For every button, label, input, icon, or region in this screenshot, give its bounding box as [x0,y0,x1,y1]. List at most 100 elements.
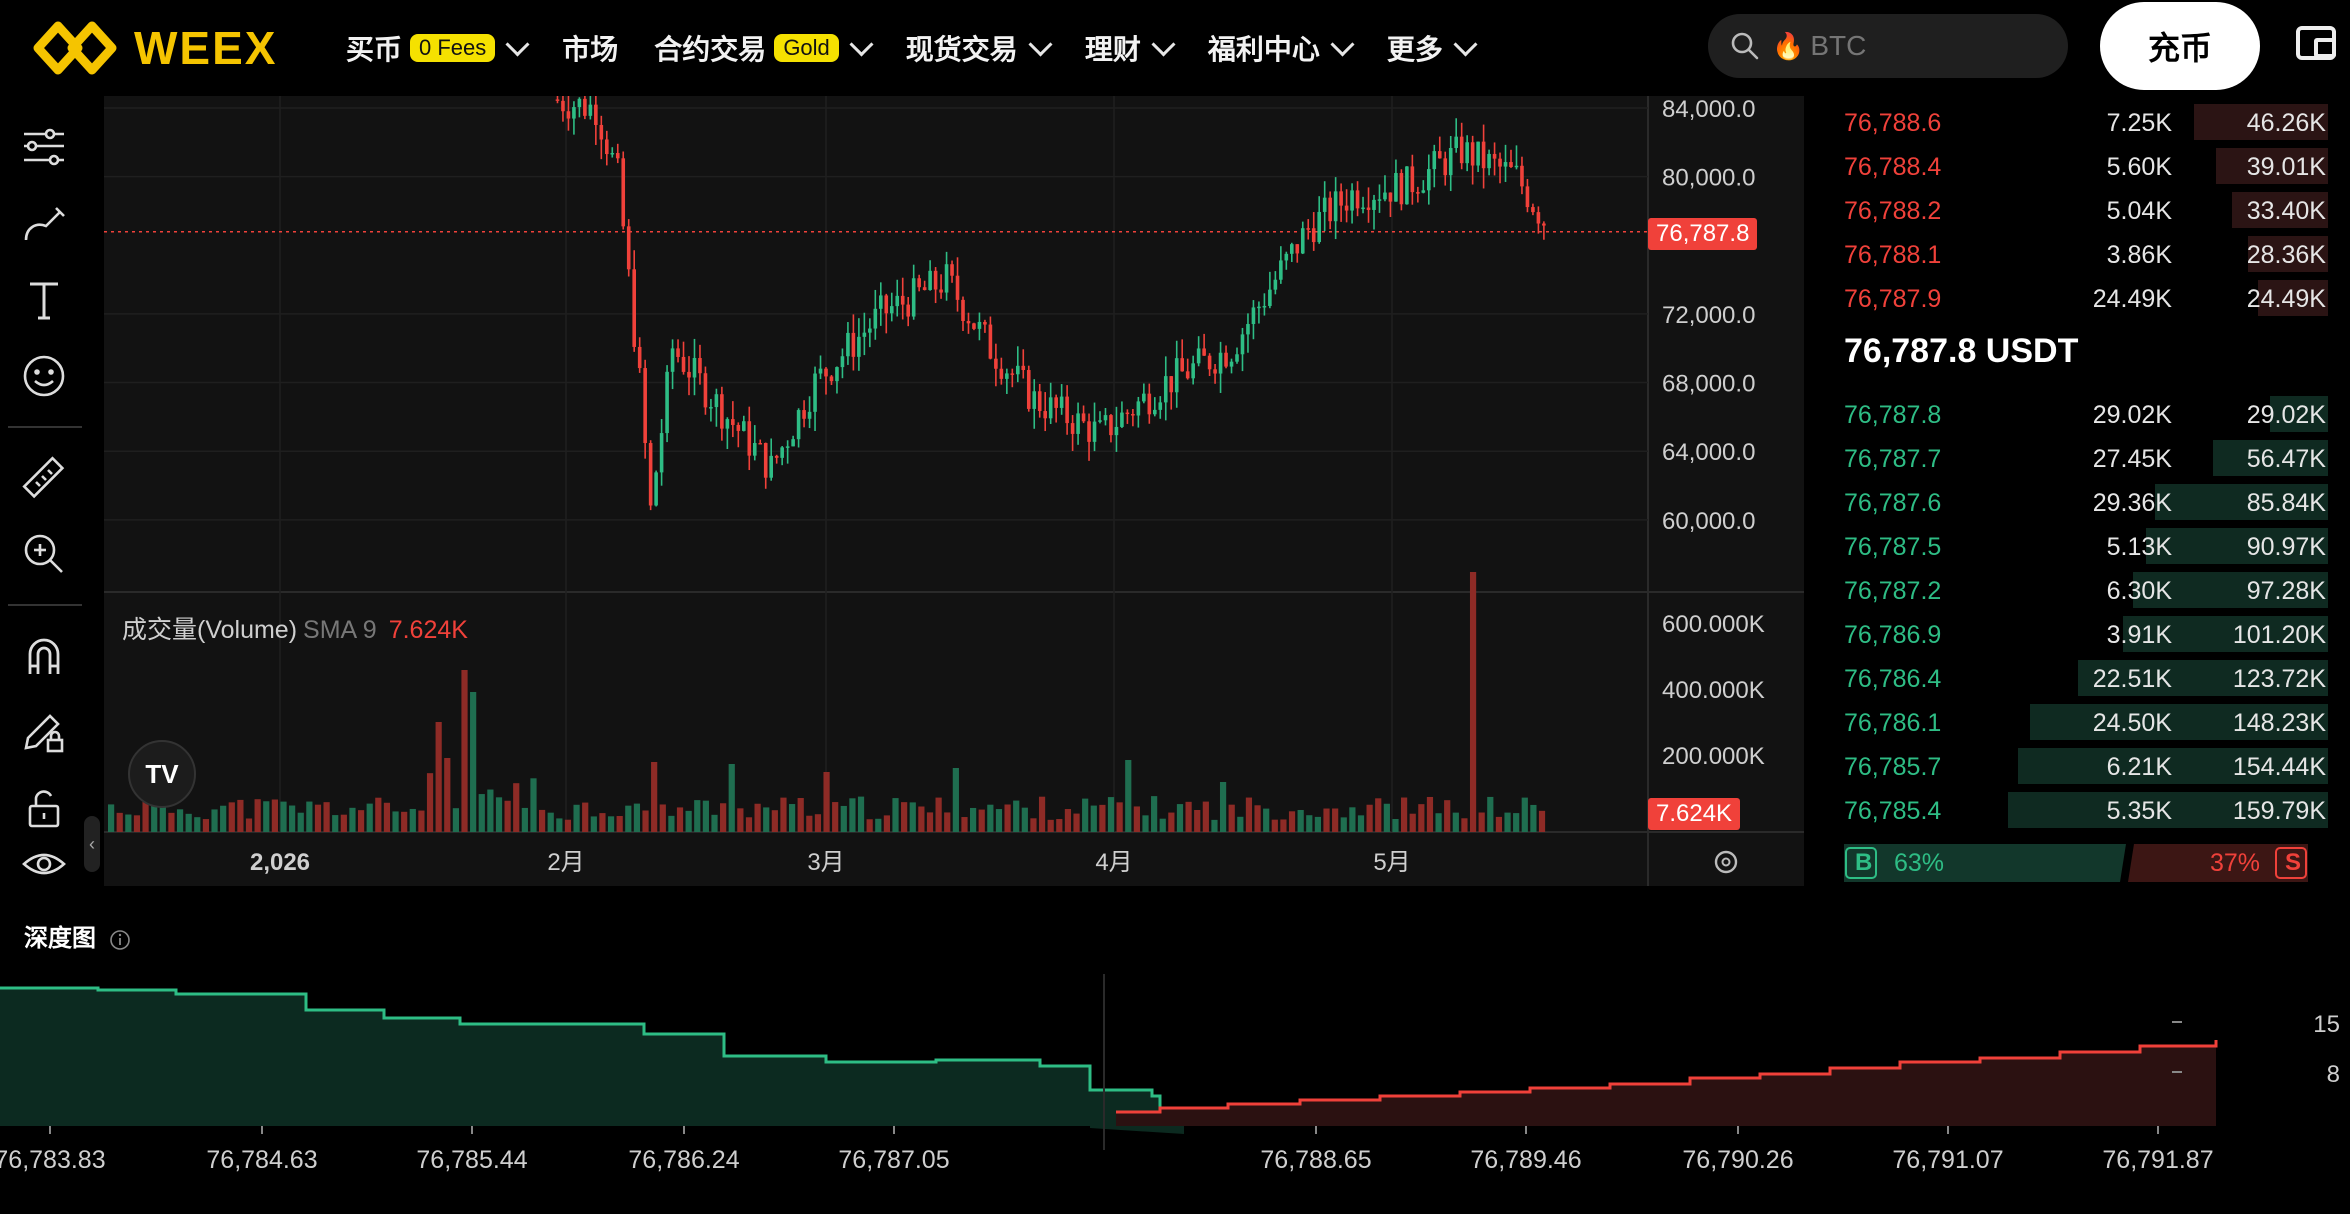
depth-bar [2232,192,2328,228]
nav-item-label: 理财 [1084,34,1141,65]
depth-bar [2078,660,2328,696]
nav-item-rewards[interactable]: 福利中心 [1208,28,1355,68]
trend-lines-icon[interactable] [14,118,74,178]
orderbook-row[interactable]: 76,788.2 5.04K 33.40K [1844,190,2328,230]
candle-body [1383,192,1387,200]
deposit-button[interactable]: 充币 [2100,2,2260,90]
depth-chart-canvas[interactable]: 15 8 76,783.83 76,784.63 76,785.44 76,786.24 7… [0,974,2350,1214]
orderbook-row[interactable]: 76,787.5 5.13K 90.97K [1844,526,2328,566]
candle-body [1142,393,1146,402]
row-price: 76,788.2 [1844,197,1942,225]
candle-body [1213,369,1217,374]
candle-body [769,455,773,478]
chevron-down-icon [1453,31,1478,57]
unlock-icon[interactable] [14,778,74,838]
orderbook-row[interactable]: 76,788.4 5.60K 39.01K [1844,146,2328,186]
candle-body [1136,401,1141,416]
row-total: 159.79K [2232,797,2326,825]
brush-icon[interactable] [14,194,74,254]
volume-bar [254,799,261,832]
volume-bar [1228,804,1235,832]
volume-bar [737,808,744,832]
candle-body [1279,260,1283,280]
price-axis-label: 72,000.0 [1662,302,1755,329]
candle-body [889,306,894,314]
orderbook-row[interactable]: 76,786.4 22.51K 123.72K [1844,658,2328,698]
nav-item-earn[interactable]: 理财 [1084,28,1176,68]
orderbook-row[interactable]: 76,787.8 29.02K 29.02K [1844,394,2328,434]
volume-bar [625,805,632,832]
row-total: 39.01K [2246,153,2326,181]
volume-bar [461,670,468,832]
row-total: 90.97K [2246,533,2326,561]
candle-body [840,356,845,368]
volume-bar [582,802,589,832]
orderbook-row[interactable]: 76,788.1 3.86K 28.36K [1844,234,2328,274]
nav-item-markets[interactable]: 市场 [562,28,618,68]
volume-bar [1219,782,1227,832]
orderbook-row[interactable]: 76,785.4 5.35K 159.79K [1844,790,2328,830]
wallet-icon[interactable] [2296,26,2336,60]
volume-bar [599,813,606,832]
price-axis-label: 80,000.0 [1662,165,1755,192]
orderbook-row[interactable]: 76,786.1 24.50K 148.23K [1844,702,2328,742]
volume-bar [1297,809,1304,832]
orderbook-row[interactable]: 76,787.6 29.36K 85.84K [1844,482,2328,522]
zoom-in-icon[interactable] [14,524,74,584]
volume-bar [133,815,141,832]
orderbook-row[interactable]: 76,787.7 27.45K 56.47K [1844,438,2328,478]
orderbook-row[interactable]: 76,786.9 3.91K 101.20K [1844,614,2328,654]
candle-body [736,424,741,431]
row-total: 154.44K [2232,753,2326,781]
text-icon[interactable] [14,270,74,330]
chevron-down-icon [849,31,874,57]
time-axis-label: 2,026 [250,849,310,876]
gold-badge: Gold [774,34,839,62]
candle-body [1377,199,1382,201]
volume-bar [375,797,382,832]
volume-bar [797,798,804,832]
candle-body [621,158,626,227]
nav-item-spot[interactable]: 现货交易 [906,28,1053,68]
time-axis-label: 4月 [1095,849,1132,876]
candle-body [1306,228,1311,230]
orderbook-row[interactable]: 76,788.6 7.25K 46.26K [1844,102,2328,142]
lock-draw-icon[interactable] [14,702,74,762]
collapse-toolbar-button[interactable]: ‹ [84,816,100,872]
candlestick-chart[interactable]: 84,000.0 80,000.0 72,000.0 68,000.0 64,000.0… [104,96,1804,886]
volume-bar [1168,812,1175,832]
eye-icon[interactable] [14,842,74,886]
candle-body [566,111,571,119]
nav-item-futures[interactable]: 合约交易 Gold [654,28,874,68]
nav-item-buy-crypto[interactable]: 买币 0 Fees [346,28,530,68]
orderbook-row[interactable]: 76,785.7 6.21K 154.44K [1844,746,2328,786]
tradingview-logo[interactable]: TV [128,740,196,808]
nav-item-more[interactable]: 更多 [1387,28,1478,68]
candle-body [1443,158,1448,176]
info-icon[interactable] [109,929,131,951]
candle-body [1344,205,1349,211]
orderbook-row[interactable]: 76,787.9 24.49K 24.49K [1844,278,2328,318]
candle-body [1037,391,1042,412]
candle-body [895,295,900,307]
volume-bar [1254,805,1261,832]
weex-logo[interactable]: WEEX [30,18,277,78]
candle-body [615,152,620,159]
ruler-icon[interactable] [14,448,74,508]
candle-body [637,346,642,369]
volume-bar [108,804,115,832]
depth-chart[interactable]: 15 8 76,783.83 76,784.63 76,785.44 76,786.24 7… [0,974,2350,1214]
depth-bar [2008,792,2328,828]
emoji-icon[interactable] [14,346,74,406]
orderbook-row[interactable]: 76,787.2 6.30K 97.28K [1844,570,2328,610]
candle-body [966,321,971,324]
candle-body [939,289,943,293]
search-input[interactable] [1808,29,2053,63]
price-chart[interactable]: 84,000.0 80,000.0 72,000.0 68,000.0 64,000.0… [104,96,1804,886]
volume-bar [504,800,511,832]
volume-bar [875,818,882,832]
candle-body [950,264,954,276]
magnet-icon[interactable] [14,626,74,686]
search-box[interactable]: 🔥 [1708,14,2068,78]
candle-body [1300,228,1305,254]
